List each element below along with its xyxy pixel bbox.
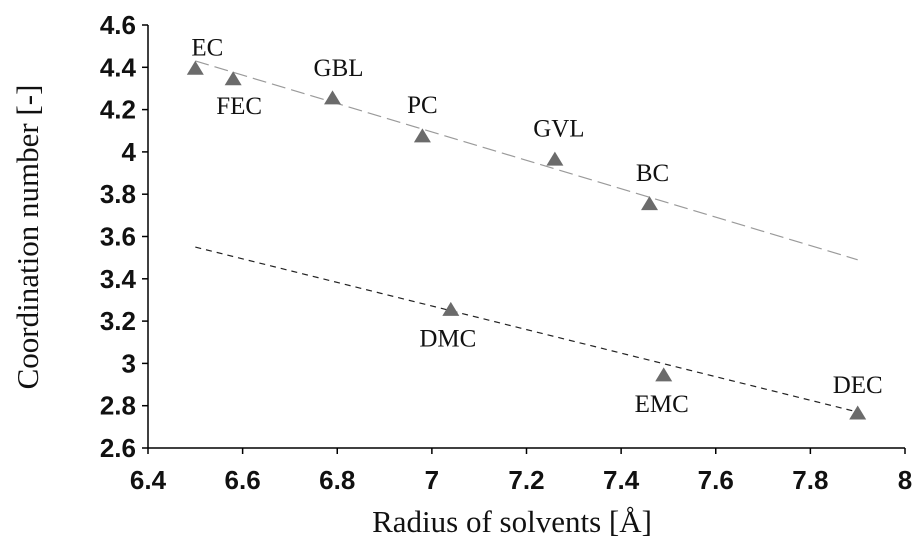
y-tick-label: 4 [122, 137, 137, 167]
point-labels: EC FEC GBL PC GVL BC DMC EMC DEC [191, 34, 882, 418]
data-point-label: BC [636, 160, 669, 187]
data-point-marker [546, 151, 564, 166]
data-point-marker [324, 90, 342, 105]
y-tick-label: 4.6 [100, 10, 136, 40]
x-axis-title: Radius of solvents [Å] [372, 504, 652, 539]
y-tick-label: 3.8 [100, 179, 136, 209]
x-tick-label: 6.6 [225, 465, 261, 495]
y-axis-title: Coordination number [-] [10, 85, 45, 390]
y-tick-label: 3.2 [100, 306, 136, 336]
axes [147, 25, 905, 449]
x-tick-label: 8 [898, 465, 912, 495]
y-tick-label: 3 [122, 348, 136, 378]
data-point-marker [442, 301, 460, 316]
data-point-label: EC [191, 34, 223, 61]
data-markers [186, 60, 867, 420]
data-point-marker [641, 196, 659, 211]
trendline [195, 60, 858, 261]
data-point-marker [224, 71, 242, 86]
data-point-marker [186, 60, 204, 75]
y-tick-label: 2.8 [100, 391, 136, 421]
data-point-marker [413, 128, 431, 143]
data-point-label: GBL [314, 55, 364, 82]
data-point-label: PC [407, 92, 438, 119]
trendline [195, 246, 858, 413]
data-point-label: FEC [216, 93, 262, 120]
y-tick-label: 4.4 [100, 52, 137, 82]
x-tick-label: 6.8 [319, 465, 355, 495]
y-tick-label: 2.6 [100, 433, 136, 463]
data-point-label: DMC [419, 326, 476, 353]
y-axis-ticks: 2.6 2.8 3 3.2 3.4 3.6 3.8 4 4.2 4.4 4.6 [100, 10, 148, 463]
x-axis-ticks: 6.4 6.6 6.8 7 7.2 7.4 7.6 7.8 8 [130, 448, 912, 495]
x-tick-label: 7 [425, 465, 439, 495]
data-point-label: EMC [635, 391, 689, 418]
data-point-marker [849, 405, 867, 420]
x-tick-label: 7.2 [508, 465, 544, 495]
x-tick-label: 7.4 [603, 465, 640, 495]
y-tick-label: 4.2 [100, 95, 136, 125]
x-tick-label: 7.6 [698, 465, 734, 495]
data-point-label: GVL [533, 115, 584, 142]
trendlines [195, 60, 858, 413]
y-tick-label: 3.6 [100, 222, 136, 252]
x-tick-label: 6.4 [130, 465, 167, 495]
data-point-marker [655, 367, 673, 382]
x-tick-label: 7.8 [792, 465, 828, 495]
y-tick-label: 3.4 [100, 264, 137, 294]
data-point-label: DEC [833, 372, 883, 399]
